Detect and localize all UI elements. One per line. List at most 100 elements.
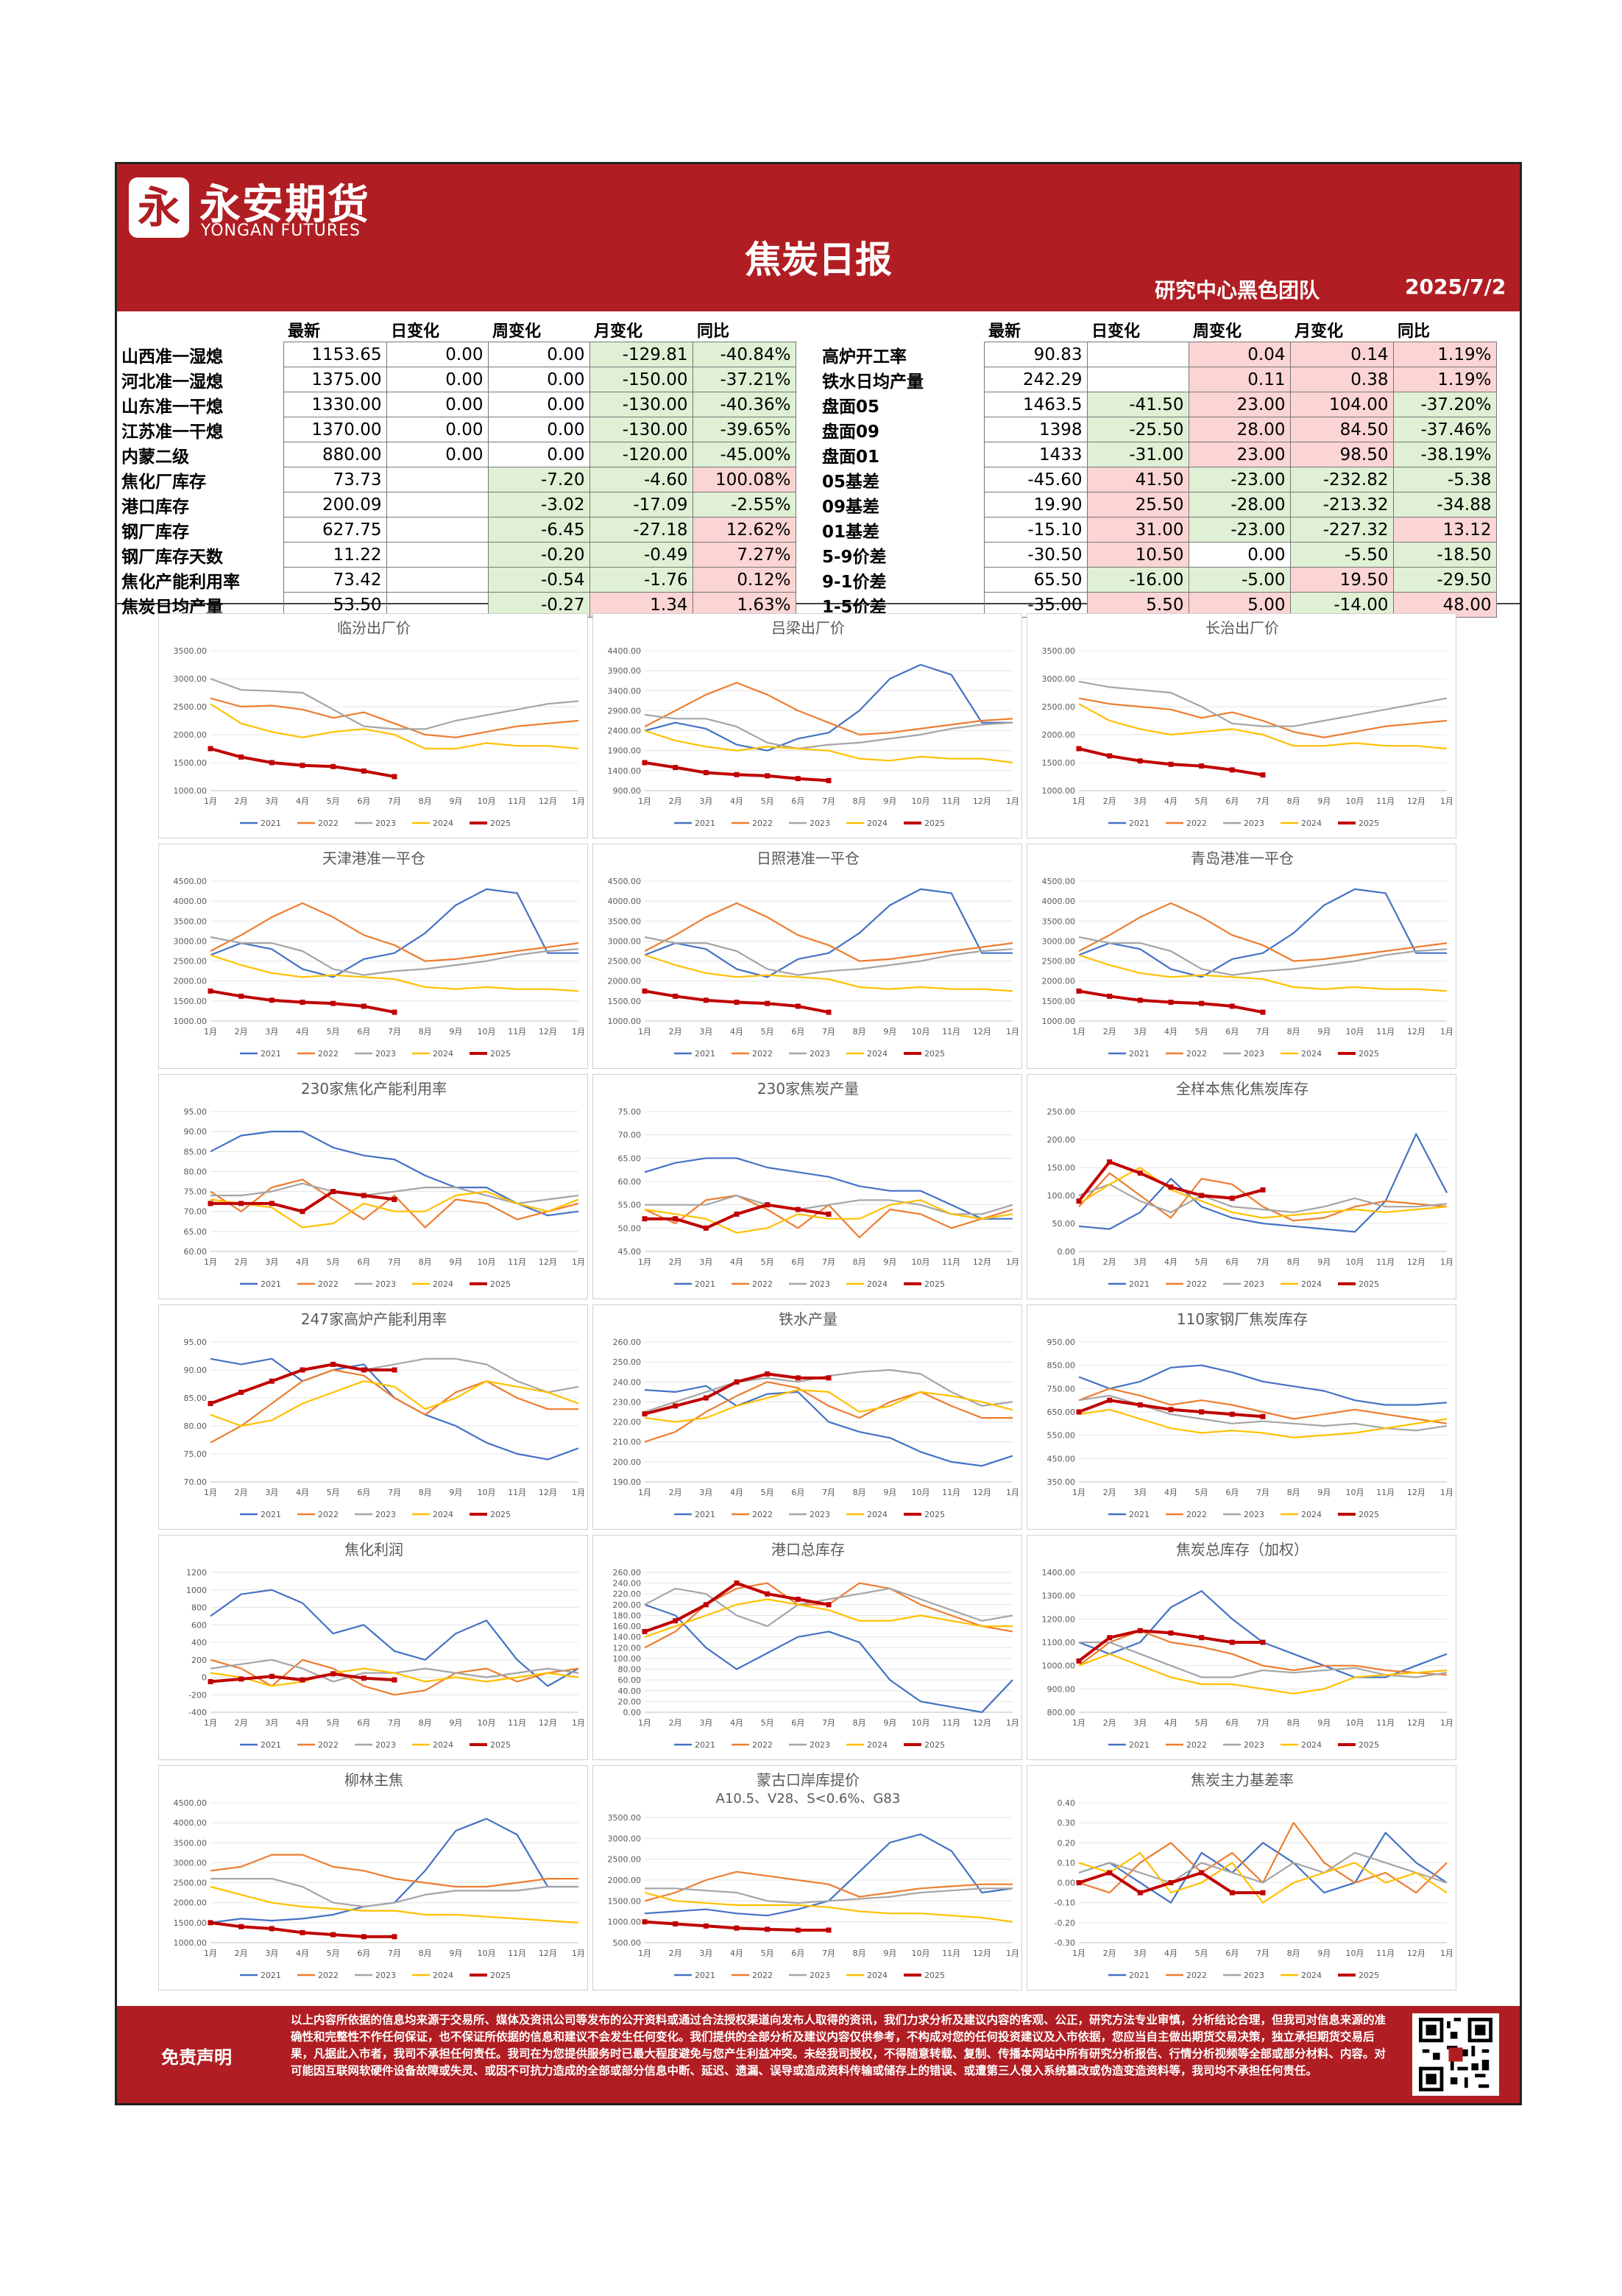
x-tick-label: 7月 [388, 796, 401, 806]
legend-label: 2025 [1359, 1279, 1379, 1289]
series-line-2022 [210, 697, 579, 738]
table-row: 01基差 -15.10 31.00 -23.00 -227.32 13.12 [818, 517, 1497, 543]
legend-label: 2024 [1301, 1971, 1322, 1980]
series-line-2021 [210, 888, 578, 978]
x-tick-label: 11月 [942, 1949, 960, 1958]
chart-svg: 铁水产量 190.00 200.00 210.00 220.00 230.00 240.00… [613, 1310, 1020, 1519]
y-tick-label: 3000.00 [608, 936, 642, 946]
x-tick-label: 12月 [1407, 1257, 1426, 1267]
summary-tables: 最新 日变化 周变化 月变化 同比 山西准一湿熄 1153.65 0.00 0.00 -129.8… [117, 314, 1520, 618]
table-cell: 880.00 [283, 442, 387, 467]
x-tick-label: 1月 [572, 796, 585, 806]
report-frame: 永 永安期货 YONGAN FUTURES 焦炭日报 研究中心黑色团队 2025… [115, 162, 1522, 2105]
table-row: 5-9价差 -30.50 10.50 0.00 -5.50 -18.50 [818, 542, 1497, 568]
legend-label: 2022 [318, 1740, 339, 1750]
y-tick-label: 3500.00 [174, 646, 208, 656]
legend-label: 2023 [1244, 1971, 1264, 1980]
legend-label: 2024 [433, 1279, 453, 1289]
y-tick-label: 250.00 [1047, 1107, 1076, 1117]
x-tick-label: 3月 [265, 1488, 278, 1497]
table-cell: -5.50 [1289, 542, 1394, 568]
table-cell: -38.19% [1392, 442, 1497, 467]
data-point [642, 1628, 648, 1634]
chart-svg: 长治出厂价 1000.00 1500.00 2000.00 2500.00 3000.00… [1042, 619, 1454, 828]
table-cell: -7.20 [487, 467, 590, 492]
series-line-2021 [1078, 1364, 1448, 1406]
data-point [673, 993, 679, 999]
table-cell: -16.00 [1086, 567, 1189, 593]
column-header: 日变化 [1091, 322, 1141, 341]
legend-label: 2023 [375, 1049, 396, 1059]
legend-label: 2022 [752, 1279, 773, 1289]
table-cell: -120.00 [589, 442, 693, 467]
x-tick-label: 10月 [1346, 796, 1364, 806]
x-tick-label: 2月 [1103, 1257, 1116, 1267]
table-cell: -5.38 [1392, 467, 1497, 492]
x-tick-label: 1月 [1440, 1257, 1453, 1267]
series-line-2024 [1078, 1166, 1448, 1219]
x-tick-label: 11月 [508, 1257, 526, 1267]
x-tick-label: 4月 [730, 1718, 743, 1728]
data-point [1260, 1009, 1266, 1015]
table-cell: -5.00 [1188, 567, 1291, 593]
column-header: 同比 [697, 322, 730, 341]
x-tick-label: 1月 [204, 1718, 217, 1728]
row-label: 盘面09 [822, 422, 880, 442]
chart-title: 铁水产量 [779, 1310, 837, 1328]
x-tick-label: 3月 [1133, 1257, 1147, 1267]
y-tick-label: 3500.00 [608, 1813, 642, 1823]
table-cell: -39.65% [692, 417, 796, 442]
legend-label: 2021 [1129, 1049, 1150, 1059]
x-tick-label: 5月 [1195, 1257, 1208, 1267]
data-point [238, 1676, 244, 1682]
x-tick-label: 1月 [638, 1027, 651, 1036]
logo-chinese: 永安期货 [199, 181, 370, 229]
x-tick-label: 10月 [912, 1488, 930, 1497]
series-line-2021 [644, 1157, 1013, 1220]
table-cell: 1375.00 [283, 367, 387, 392]
x-tick-label: 10月 [1346, 1027, 1364, 1036]
x-tick-label: 9月 [1317, 1488, 1331, 1497]
series-line-2021 [1078, 888, 1447, 978]
y-tick-label: 0.20 [1058, 1838, 1076, 1848]
table-cell: -29.50 [1392, 567, 1497, 593]
table-cell: -130.00 [589, 417, 693, 442]
data-point [1199, 1870, 1205, 1876]
x-tick-label: 3月 [1133, 1949, 1147, 1958]
legend-label: 2021 [1129, 1279, 1150, 1289]
x-tick-label: 2月 [235, 1257, 248, 1267]
legend-label: 2025 [490, 819, 511, 828]
table-cell: -0.49 [589, 542, 693, 568]
data-point [1199, 1000, 1205, 1006]
series-line-2024 [210, 954, 579, 992]
x-tick-label: 8月 [853, 1949, 866, 1958]
table-cell: -232.82 [1289, 467, 1394, 492]
y-tick-label: -200 [188, 1690, 207, 1700]
x-tick-label: 2月 [669, 1949, 682, 1958]
series-line-2021 [210, 1589, 579, 1687]
table-cell: -213.32 [1289, 492, 1394, 518]
table-cell: 0.12% [692, 567, 796, 593]
y-tick-label: 250.00 [613, 1357, 642, 1367]
x-tick-label: 12月 [539, 1027, 557, 1036]
y-tick-label: 1500.00 [174, 997, 208, 1006]
x-tick-label: 3月 [265, 1718, 278, 1728]
data-point [1229, 1003, 1235, 1009]
x-tick-label: 8月 [1287, 1718, 1300, 1728]
x-tick-label: 1月 [638, 796, 651, 806]
legend-label: 2021 [261, 1049, 281, 1059]
x-tick-label: 6月 [357, 1949, 370, 1958]
chart-panel: 长治出厂价 1000.00 1500.00 2000.00 2500.00 3000.00… [1027, 613, 1456, 838]
y-tick-label: 85.00 [184, 1147, 208, 1156]
table-cell: 1.19% [1392, 342, 1497, 367]
series-line-2022 [210, 902, 579, 962]
x-tick-label: 4月 [1164, 1488, 1177, 1497]
x-tick-label: 12月 [973, 1257, 991, 1267]
disclaimer-bar: 免责声明 以上内容所依据的信息均来源于交易所、媒体及资讯公司等发布的公开资料或通… [117, 2006, 1520, 2103]
y-tick-label: 4500.00 [174, 1798, 208, 1808]
data-point [300, 1209, 305, 1215]
data-point [1260, 1890, 1266, 1896]
data-point [361, 1675, 366, 1681]
x-tick-label: 11月 [508, 1718, 526, 1728]
x-tick-label: 8月 [853, 796, 866, 806]
